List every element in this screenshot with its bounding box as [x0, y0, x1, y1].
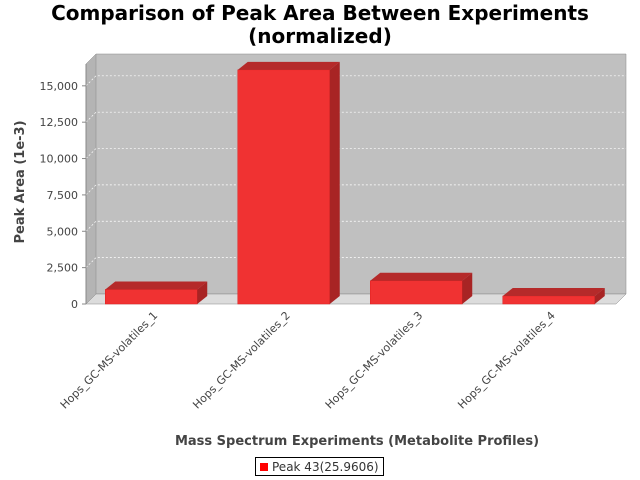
grid-line — [85, 257, 626, 268]
x-axis-label: Mass Spectrum Experiments (Metabolite Pr… — [175, 434, 539, 449]
grid-line — [85, 220, 626, 232]
bar-side — [462, 272, 473, 304]
y-tick-label: 10,000 — [40, 153, 79, 166]
legend-label: Peak 43(25.9606) — [272, 459, 379, 474]
bar-front — [105, 289, 198, 305]
bar-side — [594, 288, 605, 304]
bars — [105, 61, 605, 305]
y-tick-label: 2,500 — [47, 262, 79, 275]
y-tick-label: 15,000 — [40, 80, 79, 93]
legend: Peak 43(25.9606) — [255, 457, 384, 476]
bar-front — [370, 280, 463, 305]
plot-area — [85, 53, 627, 305]
bar — [370, 272, 473, 305]
x-tick-label: Hops_GC-MS-volatiles_4 — [455, 309, 558, 412]
bar-front — [237, 69, 330, 305]
y-tick-label: 5,000 — [47, 225, 79, 238]
grid-line — [85, 111, 626, 123]
legend-swatch — [260, 462, 268, 471]
x-tick-label: Hops_GC-MS-volatiles_3 — [323, 309, 426, 412]
bar-top — [502, 288, 605, 296]
grid-line — [85, 75, 626, 87]
grid-line — [85, 148, 626, 159]
bar-side — [329, 61, 340, 305]
bar-top — [105, 281, 208, 290]
bar — [105, 281, 208, 305]
y-axis: 0 2,500 5,000 7,500 10,000 12,500 15,000 — [40, 64, 87, 311]
chart-title: Comparison of Peak Area Between Experime… — [0, 2, 640, 48]
plot-back-wall — [85, 53, 627, 305]
x-axis: Hops_GC-MS-volatiles_1 Hops_GC-MS-volatil… — [58, 309, 558, 412]
x-tick-label: Hops_GC-MS-volatiles_2 — [190, 309, 293, 412]
chart-title-line-2: (normalized) — [248, 24, 392, 48]
grid-lines — [85, 75, 626, 268]
bar-side — [197, 281, 208, 304]
x-tick-label: Hops_GC-MS-volatiles_1 — [58, 309, 161, 412]
bar — [502, 288, 605, 305]
chart-title-line-1: Comparison of Peak Area Between Experime… — [51, 1, 589, 25]
grid-line — [85, 184, 626, 196]
bar-top — [237, 61, 340, 70]
y-tick-label: 0 — [71, 298, 78, 311]
y-tick-label: 7,500 — [47, 189, 79, 202]
bar-front — [502, 295, 595, 305]
y-axis-label: Peak Area (1e-3) — [13, 120, 28, 243]
y-tick-label: 12,500 — [40, 116, 79, 129]
bar-top — [370, 272, 473, 281]
bar — [237, 61, 340, 305]
